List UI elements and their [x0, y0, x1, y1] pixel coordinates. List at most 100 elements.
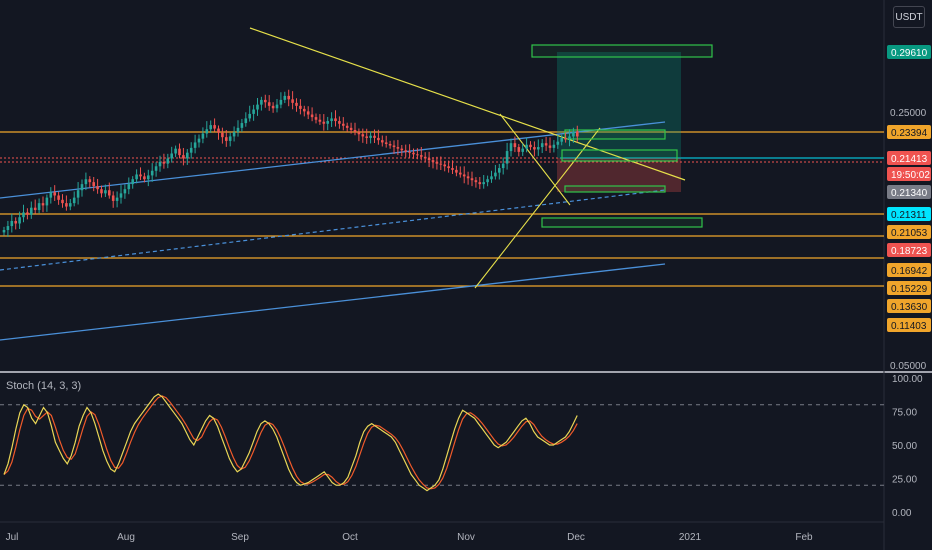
price-badge-label: 0.16942: [891, 266, 928, 277]
candle-body: [182, 155, 185, 159]
candle-body: [564, 137, 567, 140]
candle-body: [123, 189, 127, 194]
candle-body: [373, 135, 376, 138]
candle-body: [45, 197, 49, 206]
candle-body: [186, 152, 189, 159]
candle-body: [353, 129, 357, 133]
candle-body: [205, 129, 209, 134]
price-badge: [887, 167, 931, 181]
candle-body: [330, 118, 333, 122]
candle-body: [322, 121, 326, 124]
candle-body: [420, 155, 423, 157]
candle-body: [197, 138, 201, 143]
price-badge-label: 0.21413: [891, 154, 928, 165]
price-badge-label: 19:50:02: [891, 170, 930, 181]
candle-body: [201, 133, 205, 139]
candle-body: [494, 172, 497, 177]
candle-body: [209, 125, 212, 130]
candle-body: [306, 111, 310, 115]
candle-body: [170, 153, 173, 159]
candle-body: [525, 144, 528, 149]
candle-body: [412, 152, 415, 155]
candle-body: [529, 144, 532, 148]
candle-body: [154, 166, 158, 171]
candle-body: [213, 125, 216, 129]
candle-body: [57, 195, 60, 200]
price-badge: [887, 125, 931, 139]
candle-body: [361, 134, 365, 137]
candle-body: [139, 174, 142, 177]
candle-body: [435, 161, 439, 164]
target-box: [531, 44, 713, 58]
price-badge: [887, 151, 931, 165]
time-tick-label: 2021: [679, 532, 702, 543]
target-box: [564, 185, 666, 193]
candle-body: [283, 95, 287, 100]
triangle-lower-line: [474, 127, 601, 289]
price-badge-label: 0.11403: [891, 321, 927, 332]
price-badge: [887, 281, 931, 295]
price-badge: [887, 45, 931, 59]
time-tick-label: Jul: [6, 532, 19, 543]
candle-body: [299, 105, 302, 109]
candle-body: [178, 148, 181, 156]
target-box: [541, 217, 703, 228]
price-badge: [887, 185, 931, 199]
price-badge: [887, 318, 931, 332]
candle-body: [338, 121, 341, 124]
stoch-tick-label: 75.00: [892, 408, 917, 419]
candle-body: [248, 113, 251, 119]
candle-body: [295, 102, 298, 106]
candle-body: [10, 220, 14, 227]
candle-body: [217, 128, 220, 133]
candle-body: [451, 168, 454, 170]
candle-body: [552, 144, 556, 148]
price-badge: [887, 225, 931, 239]
candle-body: [486, 179, 489, 183]
candle-body: [53, 192, 56, 196]
candle-body: [221, 132, 224, 138]
candle-body: [264, 99, 267, 103]
candle-body: [509, 143, 513, 152]
price-badge-label: 0.23394: [891, 128, 928, 139]
candle-body: [537, 147, 540, 150]
candle-body: [447, 166, 450, 169]
candle-body: [540, 143, 544, 148]
candle-body: [388, 143, 392, 146]
candle-body: [431, 160, 435, 162]
candle-body: [271, 105, 275, 109]
candle-body: [342, 123, 345, 126]
candle-body: [104, 190, 107, 194]
candle-body: [369, 135, 372, 138]
time-tick-label: Nov: [457, 532, 475, 543]
candle-body: [357, 132, 361, 135]
candle-body: [65, 203, 68, 207]
candle-body: [174, 148, 177, 154]
candle-body: [377, 137, 380, 141]
candle-body: [548, 145, 552, 148]
candle-body: [232, 132, 236, 137]
candle-body: [80, 184, 84, 191]
candle-body: [560, 137, 563, 142]
price-badge: [887, 299, 931, 313]
candle-body: [119, 193, 123, 198]
candle-body: [427, 158, 431, 161]
candle-body: [111, 195, 115, 201]
price-badge-label: 0.13630: [891, 302, 928, 313]
candle-body: [287, 95, 290, 100]
time-tick-label: Dec: [567, 532, 585, 543]
candle-body: [318, 119, 322, 122]
time-tick-label: Aug: [117, 532, 135, 543]
currency-unit-label[interactable]: USDT: [893, 6, 925, 28]
candle-body: [256, 104, 259, 110]
candle-body: [576, 131, 579, 137]
candle-body: [150, 170, 154, 176]
candle-body: [291, 99, 294, 103]
candle-body: [568, 136, 571, 140]
candle-body: [326, 121, 329, 124]
candle-body: [228, 136, 232, 141]
descending-trendline: [249, 27, 686, 181]
candle-body: [100, 189, 103, 194]
candle-body: [556, 141, 560, 145]
